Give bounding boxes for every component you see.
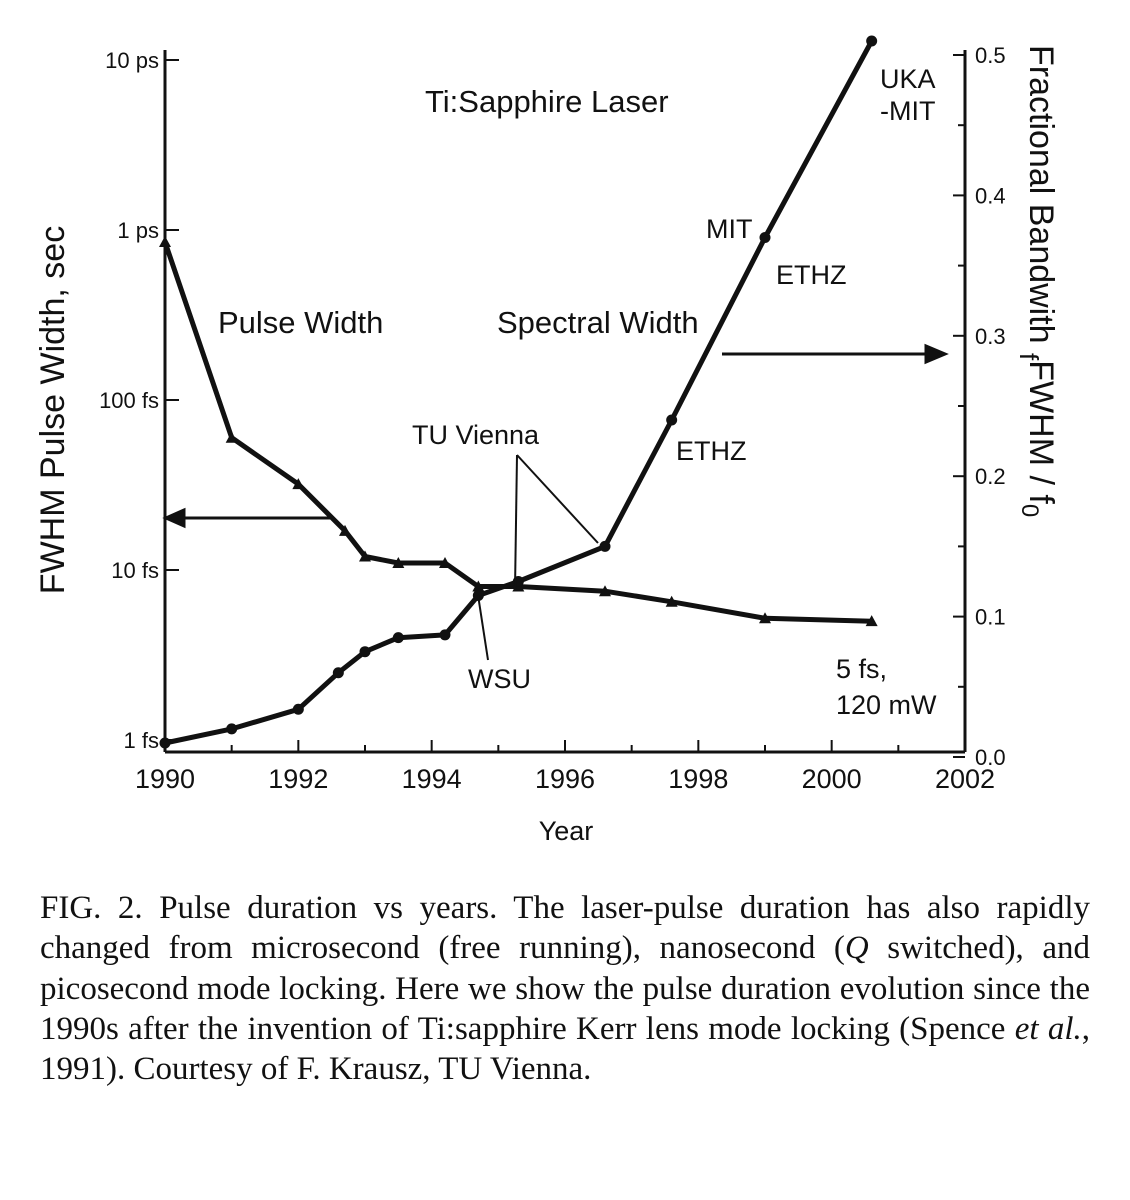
left-tick-label: 1 fs xyxy=(124,728,159,753)
data-point xyxy=(866,35,878,47)
chart-title: Ti:Sapphire Laser xyxy=(425,84,669,119)
left-axis-title: FWHM Pulse Width, sec xyxy=(34,226,72,594)
right-tick-label: 0.2 xyxy=(975,464,1006,489)
caption-text-2: switched), and picosecond mode locking. … xyxy=(40,930,1090,1047)
caption-fig-label: FIG. 2. xyxy=(40,890,143,926)
right-tick-label: 0.0 xyxy=(975,745,1006,770)
final-label-line1: 5 fs, xyxy=(836,654,887,684)
chart-axes xyxy=(163,50,967,754)
data-point xyxy=(665,595,678,607)
data-point xyxy=(159,235,171,247)
data-point xyxy=(292,478,305,490)
data-point xyxy=(599,585,611,597)
series-spectral-width xyxy=(159,35,878,749)
right-tick-label: 0.3 xyxy=(975,324,1006,349)
data-point xyxy=(599,540,611,552)
data-point xyxy=(226,723,238,735)
left-tick-label: 10 fs xyxy=(111,558,159,583)
x-tick-label: 1996 xyxy=(535,764,595,794)
uka-label: UKA xyxy=(880,64,936,94)
x-tick-label: 2000 xyxy=(802,764,862,794)
pulse-width-label: Pulse Width xyxy=(218,305,383,340)
left-tick-label: 10 ps xyxy=(105,48,159,73)
data-point xyxy=(159,737,171,749)
spectral-width-arrowhead xyxy=(924,343,949,365)
caption-text-1: Pulse duration vs years. The laser-pulse… xyxy=(40,890,1090,967)
final-label-line2: 120 mW xyxy=(836,690,937,720)
caption-et-al: et al. xyxy=(1014,1010,1082,1047)
tu-vienna-label: TU Vienna xyxy=(412,420,540,450)
data-point xyxy=(439,629,451,641)
tu-vienna-leader-2 xyxy=(516,454,599,544)
uka-mit-label: -MIT xyxy=(880,96,935,126)
left-tick-label: 100 fs xyxy=(99,388,159,413)
pulse-width-arrowhead xyxy=(162,507,186,529)
tu-vienna-leader-1 xyxy=(514,454,518,591)
x-tick-label: 1992 xyxy=(268,764,328,794)
pulse-duration-chart: 1990 1992 1994 1996 1998 2000 2002 1 fs 10 fs 10… xyxy=(34,35,1060,846)
right-tick-label: 0.5 xyxy=(975,43,1006,68)
right-tick-label: 0.4 xyxy=(975,183,1006,208)
right-axis-title: Fractional Bandwith fFWHM / f0 xyxy=(1014,45,1060,517)
ethz-upper-label: ETHZ xyxy=(776,260,847,290)
data-point xyxy=(225,431,238,443)
data-point xyxy=(292,703,304,715)
series-line xyxy=(164,39,874,746)
data-point xyxy=(392,632,404,644)
left-tick-label: 1 ps xyxy=(117,218,159,243)
data-point xyxy=(392,556,405,568)
ethz-lower-label: ETHZ xyxy=(676,436,747,466)
mit-label: MIT xyxy=(706,214,753,244)
caption-text-3: , 1991). Courtesy of F. Krausz, TU Vienn… xyxy=(40,1010,1090,1087)
left-axis-ticks: 1 fs 10 fs 100 fs 1 ps 10 ps xyxy=(99,48,179,753)
data-point xyxy=(865,615,878,627)
data-point xyxy=(666,414,678,426)
x-tick-label: 1994 xyxy=(402,764,462,794)
figure-caption: FIG. 2. Pulse duration vs years. The las… xyxy=(40,888,1090,1089)
caption-q: Q xyxy=(844,930,869,967)
data-point xyxy=(359,646,371,658)
x-axis-ticks: 1990 1992 1994 1996 1998 2000 2002 xyxy=(135,740,995,794)
data-point xyxy=(332,667,344,679)
data-point xyxy=(472,580,485,592)
x-tick-label: 1990 xyxy=(135,764,195,794)
data-point xyxy=(759,232,771,244)
wsu-leader xyxy=(477,594,489,661)
x-tick-label: 1998 xyxy=(668,764,728,794)
wsu-label: WSU xyxy=(468,664,531,694)
data-point xyxy=(339,524,351,536)
spectral-width-label: Spectral Width xyxy=(497,305,699,340)
data-point xyxy=(439,556,451,568)
right-tick-label: 0.1 xyxy=(975,605,1006,630)
right-axis-ticks: 0.0 0.1 0.2 0.3 0.4 0.5 xyxy=(953,43,1006,770)
series-pulse-width xyxy=(159,235,878,627)
x-tick-label: 2002 xyxy=(935,764,995,794)
data-point xyxy=(359,550,371,562)
x-axis-title: Year xyxy=(539,816,594,846)
data-point xyxy=(759,612,771,624)
